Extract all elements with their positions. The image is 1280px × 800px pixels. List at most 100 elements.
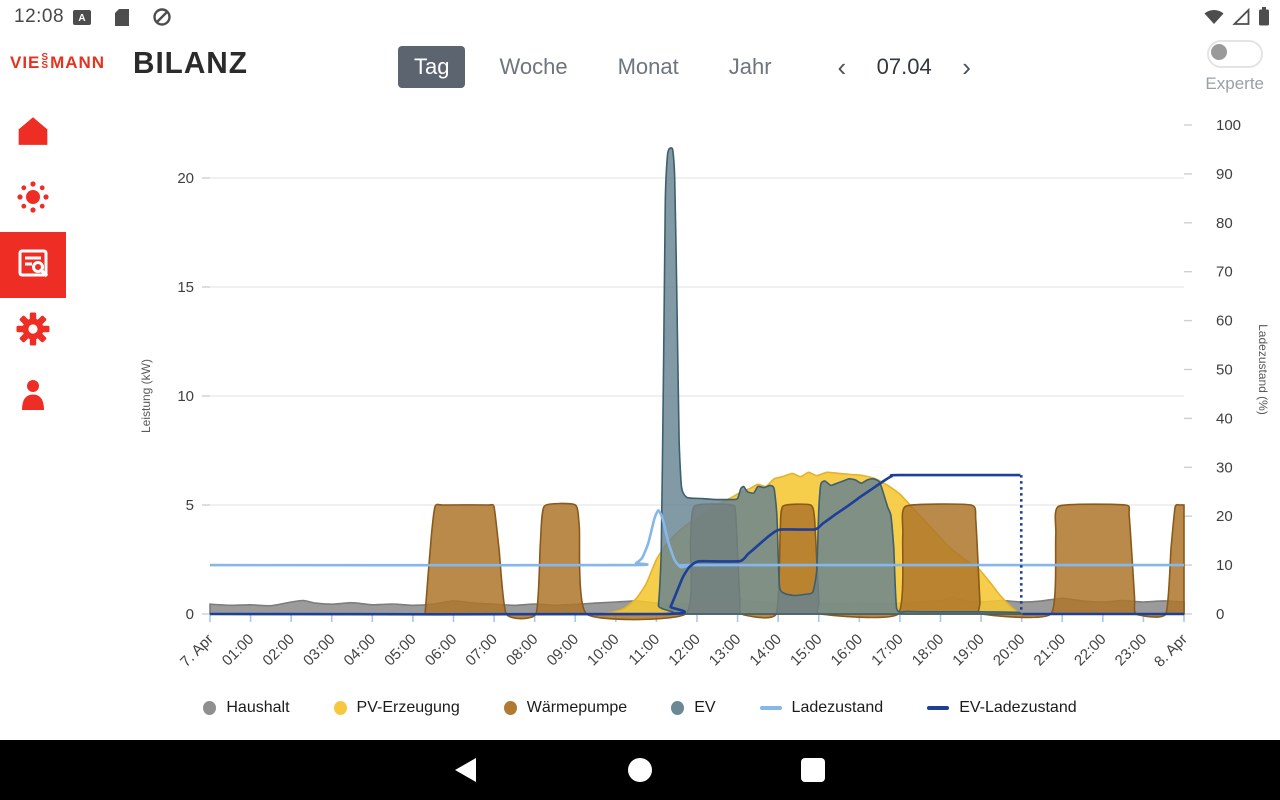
balance-chart-area: 0 5 10 15 20 0 10 20 30 40 50 60 70 80 90 100 7. Apr 01:0…: [66, 100, 1280, 692]
person-icon: [16, 377, 50, 418]
svg-text:23:00: 23:00: [1112, 631, 1151, 670]
svg-text:11:00: 11:00: [625, 631, 663, 669]
svg-text:16:00: 16:00: [828, 631, 867, 670]
legend-marker: [671, 701, 685, 715]
svg-text:01:00: 01:00: [219, 631, 258, 670]
status-bar: 12:08 A: [0, 0, 1280, 35]
svg-text:04:00: 04:00: [341, 631, 380, 670]
svg-text:7. Apr: 7. Apr: [177, 631, 217, 671]
sidebar-nav: (function(){var g=document.getElementByI…: [0, 100, 66, 740]
legend-item-ladezustand[interactable]: Ladezustand: [759, 699, 884, 717]
expert-toggle-label: Experte: [1205, 74, 1264, 93]
svg-text:06:00: 06:00: [422, 631, 461, 670]
data-saver-icon: [152, 7, 172, 32]
svg-text:10: 10: [177, 388, 194, 405]
svg-text:05:00: 05:00: [381, 631, 420, 670]
legend-item-ev[interactable]: EV: [671, 699, 716, 717]
logo-text: VIE: [10, 53, 41, 72]
back-button[interactable]: [452, 757, 480, 788]
svg-text:Leistung (kW): Leistung (kW): [139, 359, 153, 433]
series-ev: [209, 147, 1023, 616]
sidebar-item-home[interactable]: [0, 100, 66, 166]
prev-date-button[interactable]: ‹: [824, 54, 861, 80]
tab-jahr[interactable]: Jahr: [713, 46, 788, 88]
legend-label: Ladezustand: [791, 699, 884, 716]
svg-text:12:00: 12:00: [665, 631, 704, 670]
expert-toggle[interactable]: [1206, 40, 1263, 68]
legend-marker: [759, 706, 782, 710]
app-header: VIE S S MANN BILANZ Tag Woche Monat Jahr ‹ 07.…: [0, 35, 1280, 100]
sd-card-icon: [114, 8, 130, 32]
period-tabs: Tag Woche Monat Jahr ‹ 07.04 ›: [398, 46, 985, 88]
page-title: BILANZ: [133, 45, 248, 80]
svg-text:80: 80: [1216, 215, 1233, 232]
svg-text:22:00: 22:00: [1071, 631, 1110, 670]
tab-monat[interactable]: Monat: [602, 46, 695, 88]
svg-text:13:00: 13:00: [706, 631, 745, 670]
battery-icon: [1258, 7, 1270, 31]
legend-item-pv-erzeugung[interactable]: PV-Erzeugung: [333, 699, 460, 717]
android-nav-bar: [0, 740, 1280, 800]
home-button[interactable]: [627, 757, 653, 788]
svg-text:30: 30: [1216, 459, 1233, 476]
tab-tag[interactable]: Tag: [398, 46, 466, 88]
legend-label: EV-Ladezustand: [959, 699, 1077, 716]
recents-button[interactable]: [800, 757, 826, 788]
legend-item-w-rmepumpe[interactable]: Wärmepumpe: [503, 699, 628, 717]
legend-item-ev-ladezustand[interactable]: EV-Ladezustand: [927, 699, 1077, 717]
svg-text:20: 20: [1216, 508, 1233, 525]
legend-label: Haushalt: [226, 699, 290, 716]
current-date-label: 07.04: [876, 54, 932, 79]
legend-marker: [333, 701, 347, 715]
date-navigator: ‹ 07.04 ›: [824, 54, 985, 80]
svg-text:60: 60: [1216, 313, 1233, 330]
svg-text:15:00: 15:00: [787, 631, 826, 670]
series-ladezustand: [209, 508, 1184, 569]
svg-text:19:00: 19:00: [949, 631, 988, 670]
svg-text:17:00: 17:00: [868, 631, 907, 670]
svg-text:20:00: 20:00: [990, 631, 1029, 670]
svg-text:100: 100: [1216, 117, 1241, 134]
svg-text:A: A: [78, 13, 85, 24]
svg-text:03:00: 03:00: [300, 631, 339, 670]
legend-label: Wärmepumpe: [526, 699, 628, 716]
sidebar-item-account[interactable]: [0, 364, 66, 430]
svg-text:70: 70: [1216, 264, 1233, 281]
legend-label: EV: [694, 699, 716, 716]
svg-text:10: 10: [1216, 557, 1233, 574]
next-date-button[interactable]: ›: [948, 54, 985, 80]
svg-text:8. Apr: 8. Apr: [1151, 631, 1191, 671]
svg-text:18:00: 18:00: [909, 631, 948, 670]
svg-text:08:00: 08:00: [503, 631, 542, 670]
svg-text:02:00: 02:00: [259, 631, 298, 670]
tab-woche[interactable]: Woche: [483, 46, 583, 88]
chart-legend: Haushalt PV-Erzeugung Wärmepumpe EV Ladezust…: [66, 692, 1214, 724]
legend-label: PV-Erzeugung: [356, 699, 460, 716]
sidebar-item-report[interactable]: [0, 232, 66, 298]
svg-text:10:00: 10:00: [584, 631, 623, 670]
legend-item-haushalt[interactable]: Haushalt: [203, 699, 290, 717]
svg-text:90: 90: [1216, 166, 1233, 183]
sidebar-item-energy[interactable]: [0, 166, 66, 232]
svg-text:Ladezustand (%): Ladezustand (%): [1256, 324, 1270, 415]
gear-icon: (function(){var g=document.getElementByI…: [15, 311, 51, 352]
cell-signal-icon: [1232, 7, 1251, 31]
report-search-icon: [14, 244, 52, 287]
svg-text:14:00: 14:00: [746, 631, 785, 670]
wifi-icon: [1203, 8, 1225, 31]
svg-text:09:00: 09:00: [544, 631, 583, 670]
svg-text:21:00: 21:00: [1031, 631, 1070, 670]
subtitles-icon: A: [72, 8, 92, 31]
series-ev-ladezustand: [209, 473, 1021, 616]
legend-marker: [203, 701, 217, 715]
legend-marker: [927, 706, 950, 710]
viessmann-logo: VIE S S MANN: [10, 52, 106, 73]
svg-text:15: 15: [177, 279, 194, 296]
sidebar-item-settings[interactable]: (function(){var g=document.getElementByI…: [0, 298, 66, 364]
svg-text:0: 0: [1216, 606, 1224, 623]
toggle-knob: [1210, 44, 1227, 60]
balance-chart[interactable]: 0 5 10 15 20 0 10 20 30 40 50 60 70 80 90 100 7. Apr 01:0…: [66, 100, 1280, 692]
svg-text:0: 0: [186, 606, 194, 623]
home-icon: [15, 114, 51, 153]
